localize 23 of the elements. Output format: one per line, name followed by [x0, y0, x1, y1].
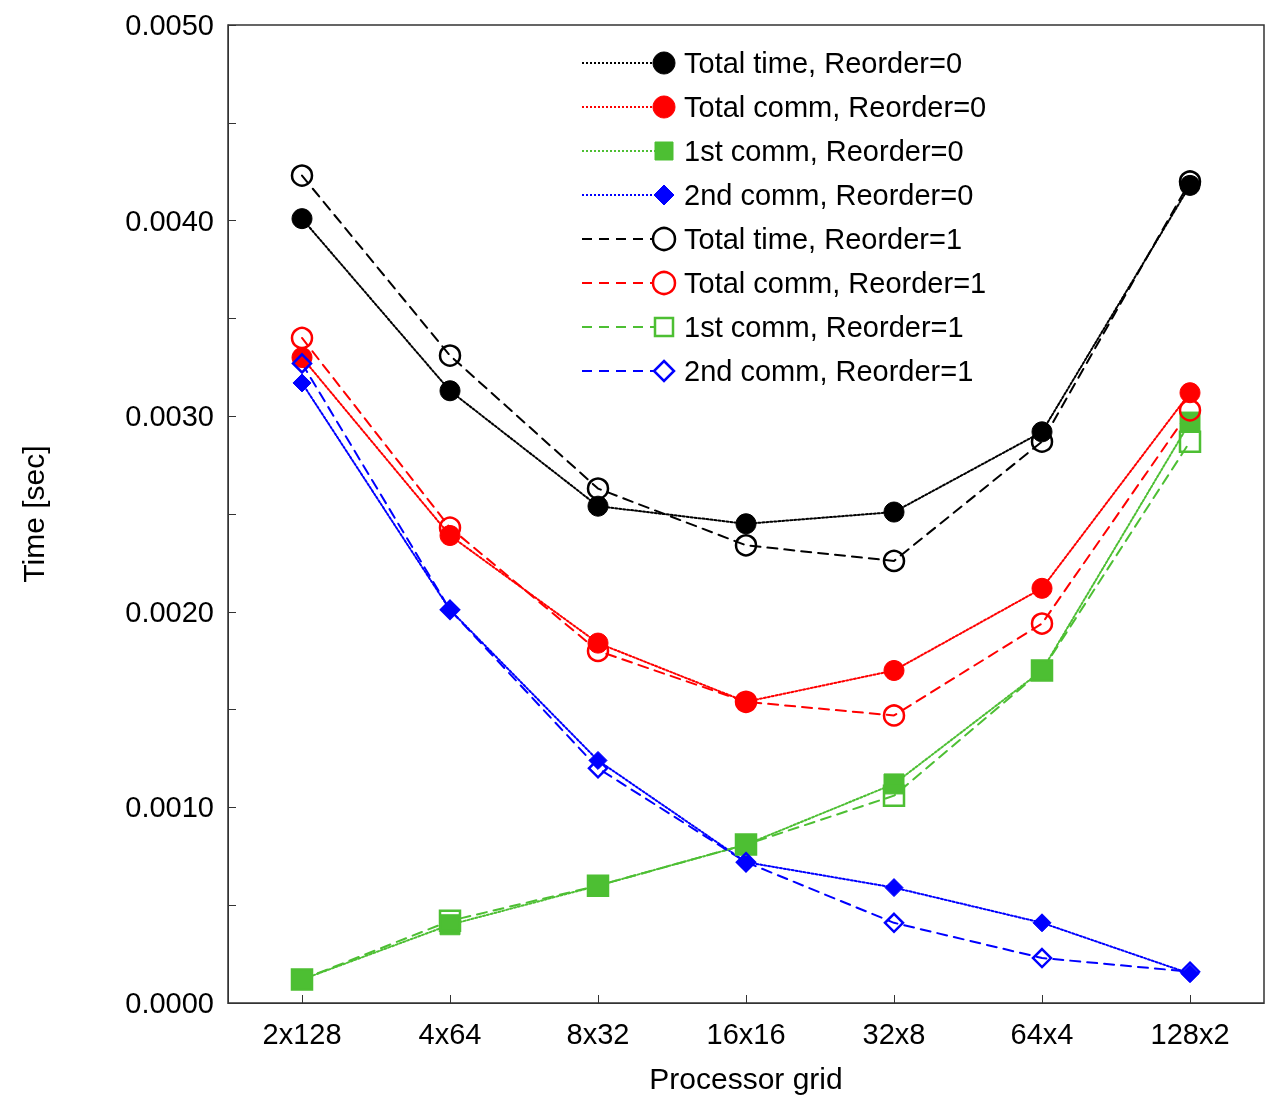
- x-tick-label: 32x8: [862, 1017, 926, 1050]
- x-tick-label: 64x4: [1010, 1017, 1074, 1050]
- legend-label: Total comm, Reorder=0: [684, 91, 987, 123]
- legend-label: 1st comm, Reorder=0: [684, 135, 964, 167]
- legend-label: 2nd comm, Reorder=0: [684, 179, 974, 211]
- x-tick-label: 8x32: [566, 1017, 630, 1050]
- x-tick-label: 2x128: [262, 1017, 342, 1050]
- y-tick-label: 0.0010: [125, 791, 214, 824]
- legend-label: Total comm, Reorder=1: [684, 267, 987, 299]
- y-tick-label: 0.0040: [125, 204, 214, 237]
- x-tick-label: 16x16: [706, 1017, 786, 1050]
- x-tick-label: 128x2: [1150, 1017, 1230, 1050]
- legend-label: 2nd comm, Reorder=1: [684, 355, 974, 387]
- legend-label: 1st comm, Reorder=1: [684, 311, 964, 343]
- y-tick-label: 0.0050: [125, 9, 214, 41]
- y-axis-title: Time [sec]: [16, 445, 50, 583]
- y-tick-label: 0.0020: [125, 595, 214, 628]
- legend-label: Total time, Reorder=1: [684, 223, 963, 255]
- legend-label: Total time, Reorder=0: [684, 47, 963, 79]
- y-tick-label: 0.0000: [125, 987, 214, 1019]
- x-tick-label: 4x64: [418, 1017, 482, 1050]
- x-axis-title: Processor grid: [649, 1061, 843, 1095]
- y-tick-label: 0.0030: [125, 400, 214, 433]
